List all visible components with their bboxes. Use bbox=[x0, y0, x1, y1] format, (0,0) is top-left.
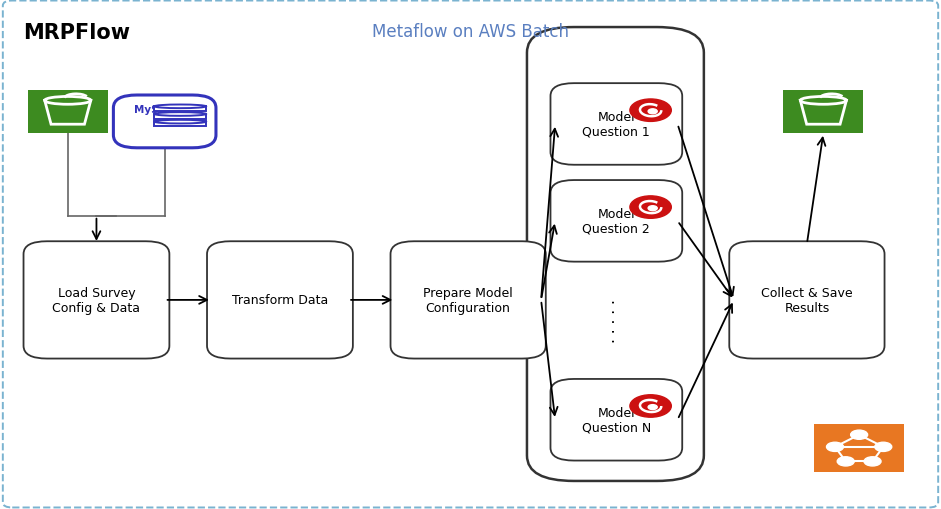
Text: MRPFlow: MRPFlow bbox=[24, 23, 131, 43]
FancyBboxPatch shape bbox=[550, 181, 682, 262]
Text: Collect & Save
Results: Collect & Save Results bbox=[761, 287, 853, 314]
Ellipse shape bbox=[45, 97, 90, 105]
Circle shape bbox=[875, 442, 892, 451]
FancyBboxPatch shape bbox=[154, 107, 206, 111]
Ellipse shape bbox=[154, 105, 206, 109]
Text: MySQL: MySQL bbox=[135, 105, 174, 115]
Circle shape bbox=[851, 430, 868, 439]
Ellipse shape bbox=[801, 97, 846, 105]
FancyBboxPatch shape bbox=[207, 242, 353, 359]
FancyBboxPatch shape bbox=[154, 115, 206, 119]
Circle shape bbox=[648, 109, 657, 115]
Text: Load Survey
Config & Data: Load Survey Config & Data bbox=[53, 287, 140, 314]
Text: Model
Question N: Model Question N bbox=[582, 406, 651, 434]
Text: Prepare Model
Configuration: Prepare Model Configuration bbox=[423, 287, 513, 314]
FancyBboxPatch shape bbox=[527, 28, 704, 481]
FancyBboxPatch shape bbox=[550, 84, 682, 165]
FancyBboxPatch shape bbox=[783, 91, 863, 133]
Circle shape bbox=[648, 405, 657, 410]
Circle shape bbox=[630, 100, 671, 122]
Text: Model
Question 1: Model Question 1 bbox=[582, 111, 650, 138]
Circle shape bbox=[648, 206, 657, 211]
FancyBboxPatch shape bbox=[154, 122, 206, 127]
Text: Transform Data: Transform Data bbox=[231, 294, 328, 307]
Circle shape bbox=[630, 196, 671, 219]
Circle shape bbox=[864, 457, 881, 466]
FancyBboxPatch shape bbox=[815, 423, 903, 472]
FancyBboxPatch shape bbox=[391, 242, 546, 359]
FancyBboxPatch shape bbox=[729, 242, 885, 359]
FancyBboxPatch shape bbox=[28, 91, 107, 133]
Circle shape bbox=[837, 457, 854, 466]
Text: Model
Question 2: Model Question 2 bbox=[582, 208, 650, 235]
Text: Metaflow on AWS Batch: Metaflow on AWS Batch bbox=[372, 23, 569, 41]
Ellipse shape bbox=[154, 113, 206, 117]
FancyBboxPatch shape bbox=[114, 96, 215, 149]
Circle shape bbox=[826, 442, 843, 451]
Text: · · · · ·: · · · · · bbox=[608, 299, 623, 343]
FancyBboxPatch shape bbox=[24, 242, 169, 359]
Circle shape bbox=[630, 395, 671, 417]
Ellipse shape bbox=[154, 121, 206, 124]
FancyBboxPatch shape bbox=[550, 379, 682, 461]
